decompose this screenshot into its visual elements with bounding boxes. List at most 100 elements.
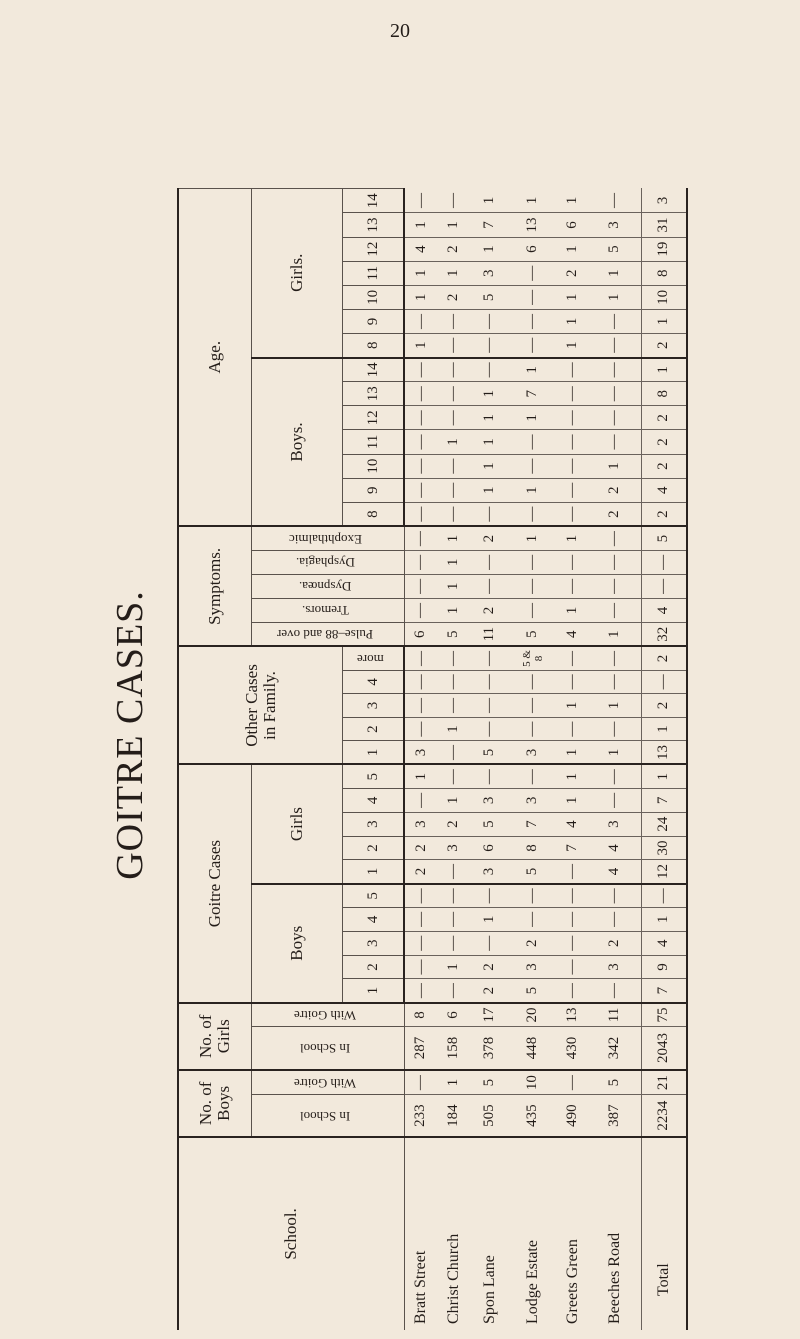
table-cell: 2 xyxy=(437,812,470,837)
table-cell: — xyxy=(470,931,509,956)
table-cell: 7 xyxy=(556,836,589,860)
table-row: Spon Lane 505 5 378 17 2 2—1—3 6 5 3—5— — — —11 2— —2—… xyxy=(470,188,509,1331)
table-cell: 158 xyxy=(437,1026,470,1070)
table-cell: — xyxy=(556,883,589,908)
table-cell: — xyxy=(509,309,556,334)
table-cell: 2 xyxy=(404,836,437,860)
table-cell: 2043 xyxy=(641,1026,687,1070)
table-row: Beeches Road 387 5 342 11—3 2— —4 4 3— —1—1— —1— — —… xyxy=(589,188,641,1331)
table-cell: 3 xyxy=(509,740,556,765)
table-cell: 3 xyxy=(404,812,437,837)
table-cell: 1 xyxy=(509,405,556,430)
school-name: Lodge Estate xyxy=(523,1240,541,1324)
table-cell: — xyxy=(509,670,556,694)
table-cell: 1 xyxy=(556,764,589,789)
table-cell: 1 xyxy=(404,212,437,238)
school-name: Greets Green xyxy=(563,1239,581,1324)
table-cell: 342 xyxy=(589,1026,641,1070)
table-cell: 1 xyxy=(556,285,589,310)
header-goitre-girls-grade-2: 2 xyxy=(342,836,404,860)
table-row: Bratt Street 233—287 8— — — — —2 2 3—1 3— — — —6— — — —… xyxy=(404,188,437,1331)
header-symptom-pulse: Pulse–88 and over xyxy=(251,622,404,647)
table-cell: 1 xyxy=(556,237,589,262)
table-cell: 1 xyxy=(470,907,509,932)
table-cell: 2 xyxy=(509,931,556,956)
header-other-cases-4: 4 xyxy=(342,670,404,694)
table-cell: — xyxy=(404,978,437,1003)
table-cell: — xyxy=(509,574,556,599)
table-cell: 5 xyxy=(641,526,687,551)
table-cell: 5 xyxy=(470,1069,509,1095)
table-cell: 4 xyxy=(641,478,687,503)
header-boys-in-school: In School xyxy=(251,1094,404,1137)
table-cell: 7 xyxy=(509,381,556,406)
table-cell: — xyxy=(589,907,641,932)
table-cell: 1 xyxy=(556,598,589,623)
header-age-boys-10: 10 xyxy=(342,454,404,479)
table-cell: 1 xyxy=(404,285,437,310)
table-cell: 4 xyxy=(556,812,589,837)
table-cell: — xyxy=(404,646,437,671)
table-cell: — xyxy=(556,357,589,382)
table-cell: — xyxy=(556,502,589,527)
table-cell: — xyxy=(556,381,589,406)
goitre-cases-table-container: School. No. of Boys No. of Girls Goitre … xyxy=(177,188,687,1331)
table-cell: — xyxy=(437,740,470,765)
table-cell: 30 xyxy=(641,836,687,860)
table-cell: — xyxy=(404,550,437,575)
header-goitre-boys-grade-3: 3 xyxy=(342,931,404,956)
table-cell: 5 xyxy=(437,622,470,647)
table-cell: 4 xyxy=(404,237,437,262)
table-cell: 287 xyxy=(404,1026,437,1070)
table-cell: — xyxy=(641,670,687,694)
header-row-groups: School. No. of Boys No. of Girls Goitre … xyxy=(178,188,404,1330)
table-cell: — xyxy=(509,693,556,718)
header-goitre-girls-grade-3: 3 xyxy=(342,812,404,837)
table-cell: — xyxy=(556,429,589,455)
table-cell: 1 xyxy=(437,717,470,741)
table-cell: — xyxy=(470,717,509,741)
table-cell: — xyxy=(437,670,470,694)
table-cell: — xyxy=(437,454,470,479)
table-cell: — xyxy=(509,454,556,479)
table-cell: 1 xyxy=(509,357,556,382)
table-cell: 1 xyxy=(437,955,470,979)
table-cell: 1 xyxy=(509,188,556,213)
table-cell: — xyxy=(404,381,437,406)
table-cell: — xyxy=(641,574,687,599)
header-other-cases-1: 1 xyxy=(342,740,404,765)
table-cell: 1 xyxy=(470,429,509,455)
table-cell: — xyxy=(404,526,437,551)
table-cell: — xyxy=(509,502,556,527)
header-school: School. xyxy=(178,1136,404,1330)
header-goitre-girls-grade-4: 4 xyxy=(342,788,404,813)
table-cell: 1 xyxy=(556,740,589,765)
header-age-girls-8: 8 xyxy=(342,333,404,358)
header-no-of-girls: No. of Girls xyxy=(178,1002,252,1070)
header-no-of-boys: No. of Boys xyxy=(178,1069,252,1137)
table-cell: — xyxy=(404,478,437,503)
table-cell: 6 xyxy=(509,237,556,262)
table-cell: 1 xyxy=(641,357,687,382)
table-cell: — xyxy=(589,717,641,741)
table-cell: — xyxy=(509,764,556,789)
header-goitre-cases: Goitre Cases xyxy=(178,764,252,1003)
table-cell: 1 xyxy=(437,429,470,455)
table-cell: 3 xyxy=(509,788,556,813)
table-cell: — xyxy=(589,526,641,551)
table-cell: — xyxy=(589,188,641,213)
table-cell: 1 xyxy=(404,333,437,358)
table-cell: — xyxy=(404,309,437,334)
table-cell: 21 xyxy=(641,1069,687,1095)
table-cell: 1 xyxy=(437,574,470,599)
table-cell: 435 xyxy=(509,1094,556,1137)
table-cell: 8 xyxy=(641,381,687,406)
table-cell: 4 xyxy=(556,622,589,647)
table-cell: 1 xyxy=(470,405,509,430)
header-age-girls-9: 9 xyxy=(342,309,404,334)
table-cell: — xyxy=(404,188,437,213)
page-title: GOITRE CASES. xyxy=(109,590,151,880)
table-cell: 12 xyxy=(641,859,687,884)
table-cell: — xyxy=(470,764,509,789)
table-cell: — xyxy=(437,381,470,406)
